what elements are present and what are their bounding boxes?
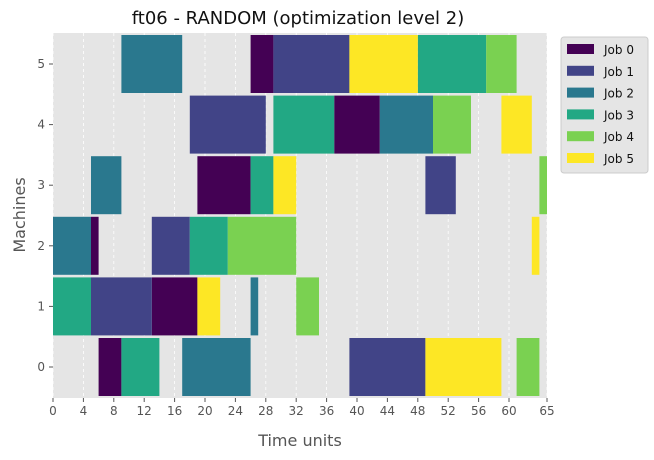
task-bar-job-0-machine-4 <box>334 95 380 154</box>
task-bar-job-3-machine-4 <box>273 95 335 154</box>
task-bar-job-2-machine-2 <box>53 216 91 275</box>
task-bar-job-1-machine-5 <box>273 35 350 93</box>
task-bar-job-0-machine-3 <box>197 156 251 215</box>
legend-swatch-job-4 <box>567 131 594 142</box>
x-tick-label: 12 <box>137 404 152 418</box>
task-bar-job-5-machine-2 <box>531 216 540 275</box>
task-bar-job-1-machine-3 <box>425 156 456 215</box>
task-bar-job-3-machine-0 <box>121 338 160 396</box>
x-tick-label: 65 <box>539 404 554 418</box>
legend-swatch-job-5 <box>567 153 594 163</box>
task-bar-job-4-machine-4 <box>433 95 471 154</box>
x-tick-label: 32 <box>289 404 304 418</box>
task-bar-job-4-machine-3 <box>539 156 547 215</box>
plot-area <box>53 33 547 398</box>
x-tick-label: 36 <box>319 404 334 418</box>
legend-label-job-1: Job 1 <box>603 65 634 79</box>
task-bar-job-5-machine-5 <box>349 35 418 93</box>
task-bar-job-2-machine-0 <box>182 338 251 396</box>
x-tick-label: 40 <box>349 404 364 418</box>
task-bar-job-0-machine-1 <box>151 277 198 336</box>
legend-label-job-3: Job 3 <box>603 108 634 122</box>
task-bar-job-5-machine-1 <box>197 277 221 336</box>
x-tick-label: 28 <box>258 404 273 418</box>
task-bar-job-4-machine-0 <box>516 338 540 396</box>
task-bar-job-1-machine-4 <box>189 95 266 154</box>
x-tick-label: 4 <box>80 404 88 418</box>
legend-swatch-job-2 <box>567 87 594 98</box>
task-bar-job-5-machine-3 <box>273 156 297 215</box>
y-tick-label: 0 <box>37 360 45 374</box>
task-bar-job-2-machine-1 <box>250 277 259 336</box>
x-tick-label: 44 <box>380 404 395 418</box>
task-bar-job-4-machine-5 <box>486 35 517 93</box>
legend-label-job-0: Job 0 <box>603 43 634 57</box>
x-tick-label: 24 <box>228 404 243 418</box>
task-bar-job-4-machine-1 <box>296 277 319 336</box>
task-bar-job-5-machine-0 <box>425 338 502 396</box>
y-axis-ticks: 0 1 2 3 4 5 <box>37 57 53 374</box>
legend-swatch-job-1 <box>567 65 594 76</box>
task-bar-job-2-machine-5 <box>121 35 183 93</box>
x-tick-label: 60 <box>501 404 516 418</box>
task-bar-job-0-machine-2 <box>91 216 99 275</box>
x-axis-label: Time units <box>257 431 342 450</box>
legend-swatch-job-0 <box>567 44 594 54</box>
x-axis-ticks: 0 4 8 12 16 20 24 28 32 36 40 44 48 52 56 60 65 <box>49 398 555 418</box>
x-tick-label: 20 <box>197 404 212 418</box>
y-tick-label: 1 <box>37 299 45 313</box>
chart-title: ft06 - RANDOM (optimization level 2) <box>132 8 465 29</box>
y-tick-label: 4 <box>37 118 45 132</box>
x-tick-label: 56 <box>471 404 486 418</box>
grid-lines <box>52 33 548 398</box>
task-bar-job-4-machine-2 <box>227 216 297 275</box>
x-tick-label: 52 <box>441 404 456 418</box>
y-axis-label: Machines <box>10 177 29 252</box>
legend-swatch-job-3 <box>567 109 594 120</box>
x-tick-label: 8 <box>110 404 118 418</box>
task-bar-job-5-machine-4 <box>501 95 532 154</box>
x-tick-label: 16 <box>167 404 182 418</box>
y-tick-label: 3 <box>37 178 45 192</box>
legend: Job 0 Job 1 Job 2 Job 3 Job 4 Job 5 <box>560 36 649 174</box>
task-bars <box>53 35 547 396</box>
task-bar-job-1-machine-2 <box>151 216 190 275</box>
task-bar-job-3-machine-2 <box>189 216 228 275</box>
task-bar-job-2-machine-3 <box>91 156 122 215</box>
x-tick-label: 0 <box>49 404 57 418</box>
x-tick-label: 48 <box>410 404 425 418</box>
task-bar-job-2-machine-4 <box>379 95 433 154</box>
task-bar-job-3-machine-3 <box>250 156 274 215</box>
task-bar-job-0-machine-0 <box>98 338 122 396</box>
y-tick-label: 2 <box>37 239 45 253</box>
task-bar-job-3-machine-5 <box>417 35 487 93</box>
legend-label-job-5: Job 5 <box>603 152 634 166</box>
y-tick-label: 5 <box>37 57 45 71</box>
task-bar-job-1-machine-1 <box>91 277 152 336</box>
task-bar-job-3-machine-1 <box>53 277 91 336</box>
task-bar-job-0-machine-5 <box>250 35 274 93</box>
legend-label-job-2: Job 2 <box>603 87 634 101</box>
legend-label-job-4: Job 4 <box>603 130 634 144</box>
task-bar-job-1-machine-0 <box>349 338 426 396</box>
